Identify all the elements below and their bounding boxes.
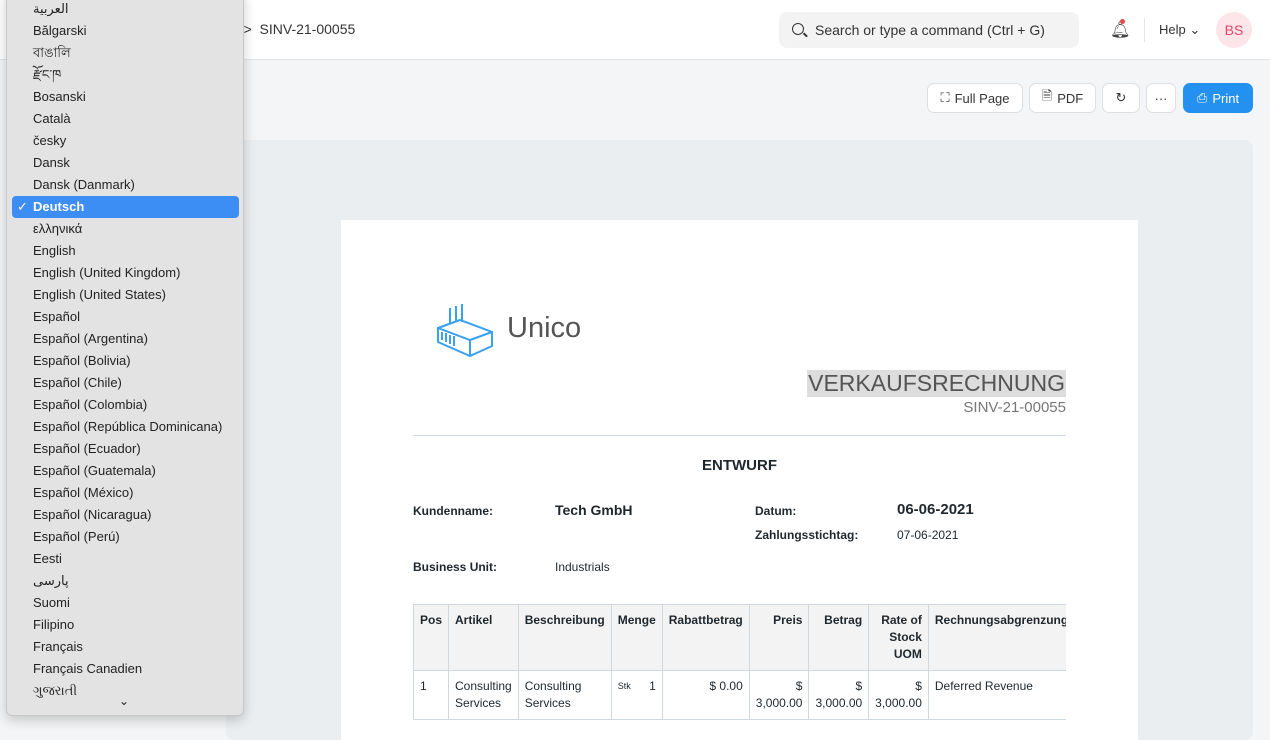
- help-menu[interactable]: Help ⌄: [1159, 22, 1201, 37]
- company-name: Unico: [507, 312, 582, 344]
- language-option[interactable]: Filipino: [33, 617, 75, 632]
- col-discount: Rabattbetrag: [661, 604, 750, 671]
- printer-icon: ⎙: [1196, 90, 1208, 105]
- language-option[interactable]: česky: [33, 133, 67, 148]
- col-desc: Beschreibung: [517, 604, 612, 671]
- language-option[interactable]: Dansk: [33, 155, 70, 170]
- col-pos: Pos: [412, 604, 450, 671]
- refresh-button[interactable]: ↻: [1102, 83, 1140, 113]
- col-rate: Preis: [748, 604, 810, 671]
- col-amount: Betrag: [808, 604, 870, 671]
- language-option[interactable]: English: [33, 243, 76, 258]
- language-option[interactable]: Bălgarski: [33, 23, 87, 38]
- search-icon: [792, 23, 804, 35]
- due-label: Zahlungsstichtag:: [755, 528, 859, 542]
- chevron-down-icon: ⌄: [1189, 22, 1201, 37]
- language-option[interactable]: ગુજરાતી: [33, 683, 78, 698]
- bu-label: Business Unit:: [413, 560, 498, 574]
- language-option[interactable]: Español (México): [33, 485, 134, 500]
- language-option[interactable]: বাঙালি: [33, 45, 71, 60]
- more-button[interactable]: ···: [1146, 83, 1176, 113]
- expand-icon: ⛶: [940, 90, 950, 105]
- language-option[interactable]: Català: [33, 111, 71, 126]
- pdf-button[interactable]: 🗎︎ PDF: [1029, 83, 1096, 113]
- language-option[interactable]: Dansk (Danmark): [33, 177, 135, 192]
- col-item: Artikel: [448, 604, 519, 671]
- language-option[interactable]: Español: [33, 309, 80, 324]
- date-label: Datum:: [755, 504, 797, 518]
- table-header: Pos Artikel Beschreibung Menge Rabattbet…: [412, 604, 1066, 671]
- language-option[interactable]: Español (Colombia): [33, 397, 148, 412]
- language-option[interactable]: Español (Chile): [33, 375, 122, 390]
- divider: [413, 435, 1066, 436]
- language-option[interactable]: ελληνικά: [33, 221, 83, 236]
- language-dropdown[interactable]: ⌄ العربية Bălgarski বাঙালি རྫོང་ཁ Bosanski Ca…: [6, 0, 244, 716]
- table-row: 1 Consulting Services Consulting Service…: [412, 670, 1066, 720]
- notification-dot: [1120, 19, 1125, 24]
- bu-value: Industrials: [555, 560, 610, 574]
- language-option[interactable]: Español (Ecuador): [33, 441, 141, 456]
- search-input[interactable]: Search or type a command (Ctrl + G): [779, 12, 1079, 48]
- avatar[interactable]: BS: [1216, 12, 1252, 48]
- customer-value: Tech GmbH: [555, 502, 633, 518]
- items-table: Pos Artikel Beschreibung Menge Rabattbet…: [412, 604, 1066, 720]
- print-button[interactable]: ⎙ Print: [1183, 83, 1253, 113]
- invoice-number: SINV-21-00055: [963, 399, 1066, 416]
- status-label: ENTWURF: [702, 457, 777, 474]
- checkmark-icon: ✓: [17, 199, 28, 214]
- language-option[interactable]: پارسی: [33, 573, 69, 588]
- language-option[interactable]: Español (Bolivia): [33, 353, 131, 368]
- col-qty: Menge: [610, 604, 663, 671]
- language-option[interactable]: Español (Argentina): [33, 331, 148, 346]
- invoice-page: Unico VERKAUFSRECHNUNG SINV-21-00055 ENT…: [341, 220, 1138, 740]
- language-option[interactable]: Français Canadien: [33, 661, 143, 676]
- breadcrumb-current: SINV-21-00055: [259, 21, 356, 37]
- customer-label: Kundenname:: [413, 504, 494, 518]
- language-option[interactable]: རྫོང་ཁ: [33, 67, 62, 82]
- col-deferred: Rechnungsabgrenzung: [927, 604, 1066, 671]
- language-option[interactable]: العربية: [33, 1, 69, 16]
- chevron-down-icon[interactable]: ⌄: [119, 694, 130, 708]
- language-option[interactable]: Español (República Dominicana): [33, 419, 223, 434]
- notification-bell-icon[interactable]: 🔔︎: [1110, 19, 1130, 40]
- language-option[interactable]: ✓ Deutsch: [12, 196, 239, 218]
- breadcrumb[interactable]: e > SINV-21-00055: [228, 21, 356, 37]
- language-option[interactable]: English (United Kingdom): [33, 265, 181, 280]
- factory-logo-icon: [437, 304, 493, 358]
- date-value: 06-06-2021: [897, 501, 974, 518]
- refresh-icon: ↻: [1115, 90, 1127, 105]
- language-option[interactable]: Suomi: [33, 595, 70, 610]
- col-stock-rate: Rate of Stock UOM: [868, 604, 929, 671]
- language-option[interactable]: Español (Guatemala): [33, 463, 156, 478]
- language-option[interactable]: Bosanski: [33, 89, 86, 104]
- file-icon: 🗎︎: [1041, 88, 1053, 103]
- language-option[interactable]: Eesti: [33, 551, 62, 566]
- full-page-button[interactable]: ⛶ Full Page: [927, 83, 1023, 113]
- language-option[interactable]: Español (Perú): [33, 529, 120, 544]
- divider: [1144, 18, 1145, 42]
- language-option[interactable]: Français: [33, 639, 83, 654]
- language-option[interactable]: Español (Nicaragua): [33, 507, 152, 522]
- invoice-title: VERKAUFSRECHNUNG: [807, 370, 1066, 397]
- due-value: 07-06-2021: [897, 528, 959, 542]
- language-option[interactable]: English (United States): [33, 287, 166, 302]
